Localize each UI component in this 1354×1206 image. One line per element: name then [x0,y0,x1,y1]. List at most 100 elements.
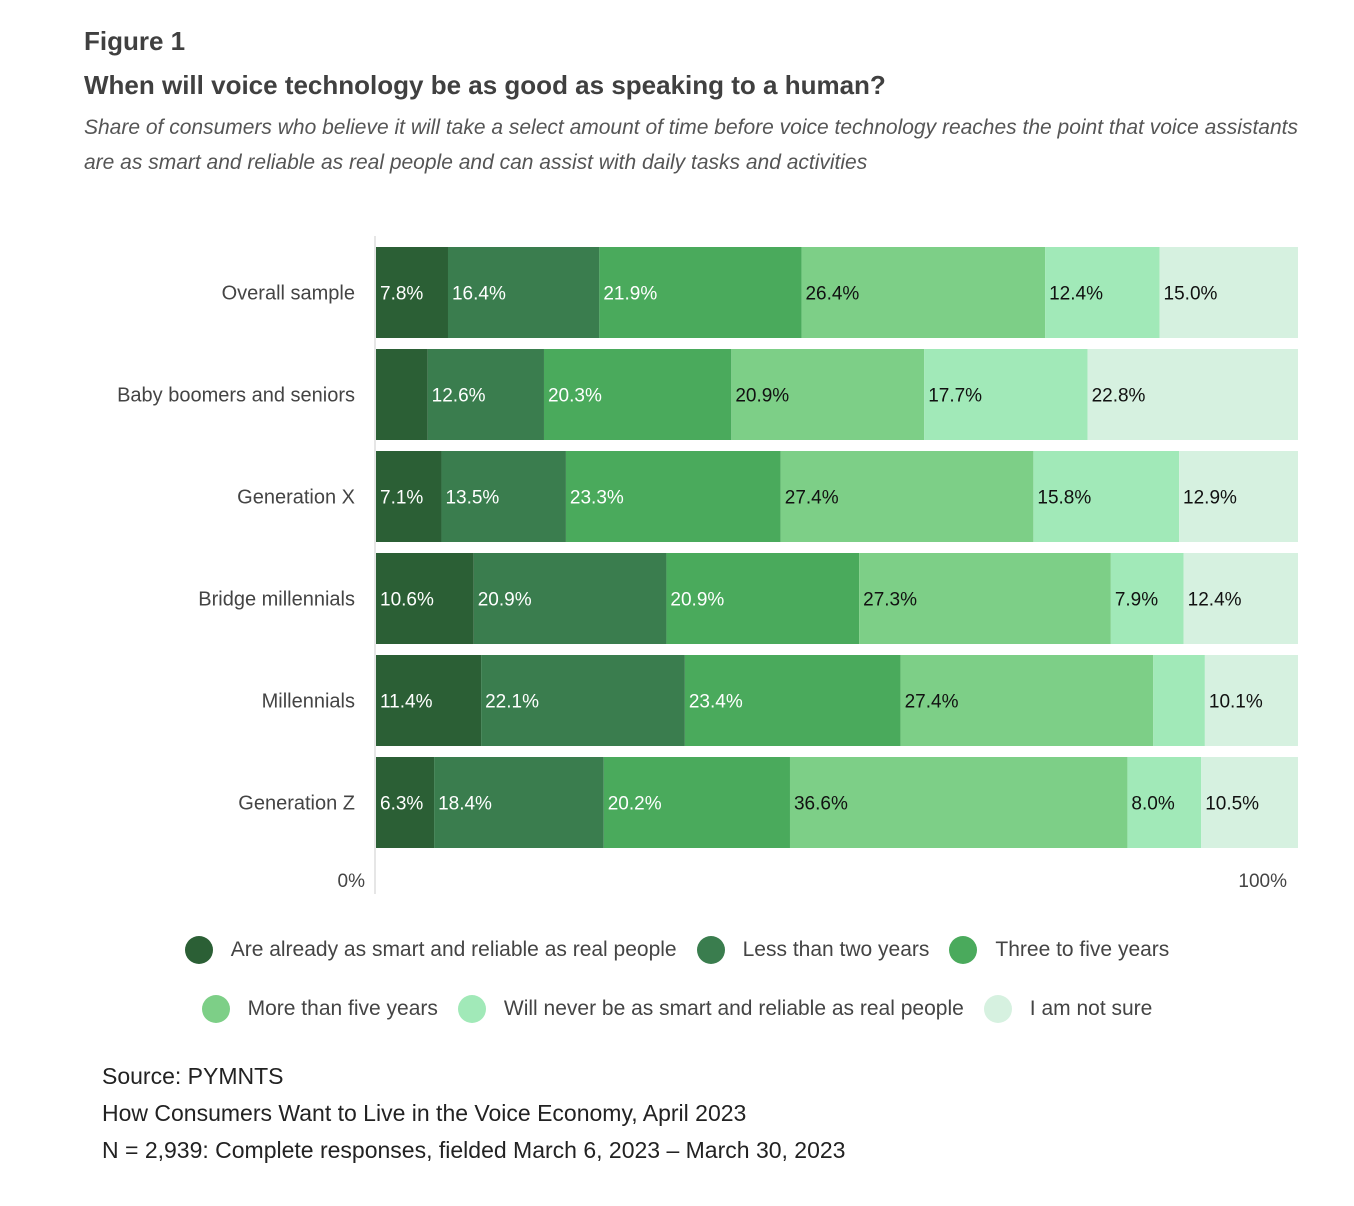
legend-row-2: More than five years Will never be as sma… [0,995,1354,1023]
bar-segment [780,451,1034,542]
data-label: 12.4% [1188,590,1242,611]
bar-segment [1183,553,1298,644]
report-line: How Consumers Want to Live in the Voice … [102,1100,747,1126]
data-label: 6.3% [380,794,423,815]
category-label: Baby boomers and seniors [117,385,355,407]
data-label: 15.8% [1037,488,1091,509]
bar-segment [376,349,428,440]
data-label: 16.4% [452,284,506,305]
bar-segment [481,655,685,746]
bar-segment [801,247,1046,338]
legend-swatch [983,995,1012,1023]
stacked-bar-chart: Overall sample 7.8% 16.4% 21.9% 26.4% 12.4% 15… [117,236,1298,894]
data-label: 11.4% [380,692,433,713]
legend-item: I am not sure [983,995,1153,1023]
bar-segment [427,349,544,440]
x-tick-label: 0% [338,871,366,892]
bar-segment [376,553,474,644]
data-label: 7.9% [1115,590,1158,611]
bar-segment [924,349,1088,440]
bar-segment [376,247,448,338]
legend-label: Will never be as smart and reliable as r… [503,997,964,1020]
chart-subtitle: Share of consumers who believe it will t… [84,116,1298,174]
category-label: Generation X [237,487,355,509]
data-label: 20.9% [670,590,724,611]
data-label: 26.4% [805,284,859,305]
legend-label: Are already as smart and reliable as rea… [230,938,677,961]
data-label: 36.6% [794,794,848,815]
bar-segment [1159,247,1298,338]
bar-segment [1087,349,1298,440]
bar-segment [1153,655,1205,746]
bar-segment [789,757,1128,848]
category-label: Bridge millennials [198,589,355,611]
legend-label: More than five years [247,997,438,1020]
data-label: 27.4% [785,488,839,509]
legend-item: Three to five years [949,936,1169,964]
category-label: Overall sample [222,283,355,305]
data-label: 7.1% [380,488,423,509]
bar-segment [1110,553,1184,644]
bar-segment [684,655,901,746]
bar-segment [376,757,435,848]
bar-segment [1204,655,1298,746]
bar-segment [565,451,781,542]
data-label: 10.5% [1205,794,1259,815]
legend-swatch [457,995,486,1023]
bar-segment [441,451,566,542]
data-label: 22.1% [485,692,539,713]
bar-segment [731,349,925,440]
source-note: Source: PYMNTS How Consumers Want to Liv… [102,1058,845,1169]
data-label: 13.5% [445,488,499,509]
legend-item: Are already as smart and reliable as rea… [184,936,677,964]
bar-segment [434,757,604,848]
data-label: 10.1% [1209,692,1263,713]
bar-segment [900,655,1154,746]
legend-item: Less than two years [696,936,930,964]
legend-row-1: Are already as smart and reliable as rea… [0,936,1354,964]
bar-segment [1033,451,1180,542]
data-label: 27.4% [905,692,959,713]
figure-label: Figure 1 [84,26,186,56]
bar-segment [376,655,482,746]
data-label: 8.0% [1131,794,1174,815]
bar-segment [447,247,600,338]
bar-segment [1127,757,1202,848]
legend-item: More than five years [201,995,438,1023]
data-label: 20.2% [608,794,662,815]
legend-item: Will never be as smart and reliable as r… [457,995,964,1023]
bar-segment [473,553,667,644]
legend-label: I am not sure [1029,997,1153,1020]
legend-swatch [696,936,725,964]
chart-title: When will voice technology be as good as… [84,70,886,100]
data-label: 12.4% [1049,284,1103,305]
data-label: 22.8% [1092,386,1146,407]
data-label: 20.9% [478,590,532,611]
data-label: 23.4% [689,692,743,713]
bar-segment [1045,247,1160,338]
bar-segment [859,553,1111,644]
category-label: Millennials [262,691,355,713]
bar-segment [599,247,802,338]
category-label: Generation Z [238,793,355,815]
bar-segment [603,757,790,848]
bar-segment [666,553,860,644]
data-label: 12.9% [1183,488,1237,509]
legend-label: Three to five years [995,938,1170,961]
data-label: 15.0% [1164,284,1218,305]
data-label: 20.9% [735,386,789,407]
sample-line: N = 2,939: Complete responses, fielded M… [102,1137,846,1163]
data-label: 27.3% [863,590,917,611]
data-label: 20.3% [548,386,602,407]
source-line: Source: PYMNTS [102,1063,284,1089]
legend-swatch [184,936,213,964]
legend-label: Less than two years [742,938,930,961]
data-label: 18.4% [438,794,492,815]
x-tick-label: 100% [1238,871,1287,892]
bar-segment [376,451,442,542]
bar-segment [1179,451,1298,542]
data-label: 23.3% [570,488,624,509]
data-label: 7.8% [380,284,423,305]
data-label: 17.7% [928,386,982,407]
data-label: 10.6% [380,590,434,611]
